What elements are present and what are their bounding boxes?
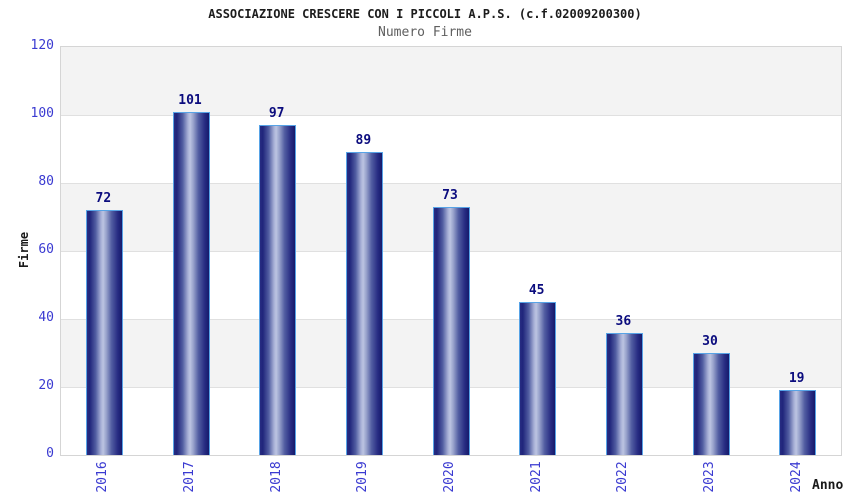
bar xyxy=(519,302,557,455)
chart-subtitle: Numero Firme xyxy=(378,25,472,40)
y-tick-label: 80 xyxy=(38,174,54,189)
gridline xyxy=(61,183,841,184)
chart-title: ASSOCIAZIONE CRESCERE CON I PICCOLI A.P.… xyxy=(208,7,642,21)
bar xyxy=(172,111,210,455)
x-axis-title: Anno xyxy=(812,478,844,493)
bar xyxy=(345,152,383,455)
bar xyxy=(85,210,123,455)
plot-area xyxy=(60,46,842,456)
bar-value-label: 89 xyxy=(355,133,372,149)
y-tick-label: 20 xyxy=(38,378,54,393)
y-tick-label: 0 xyxy=(46,446,54,461)
y-tick-label: 60 xyxy=(38,242,54,257)
bar xyxy=(692,353,730,455)
bar-value-label: 30 xyxy=(702,334,718,349)
y-tick-label: 100 xyxy=(30,106,54,121)
bar-value-label: 45 xyxy=(528,283,545,298)
y-tick-label: 40 xyxy=(38,310,54,325)
bar xyxy=(605,332,643,455)
y-tick-label: 120 xyxy=(30,38,54,53)
bar-value-label: 72 xyxy=(95,191,112,207)
bar xyxy=(779,390,817,455)
bar-value-label: 97 xyxy=(268,106,285,122)
bar-value-label: 36 xyxy=(615,313,632,329)
gridline xyxy=(61,115,841,116)
bar-value-label: 101 xyxy=(178,92,202,108)
bar xyxy=(259,125,297,455)
bar xyxy=(432,206,470,455)
bar-value-label: 19 xyxy=(788,371,805,387)
bar-value-label: 73 xyxy=(442,187,458,203)
